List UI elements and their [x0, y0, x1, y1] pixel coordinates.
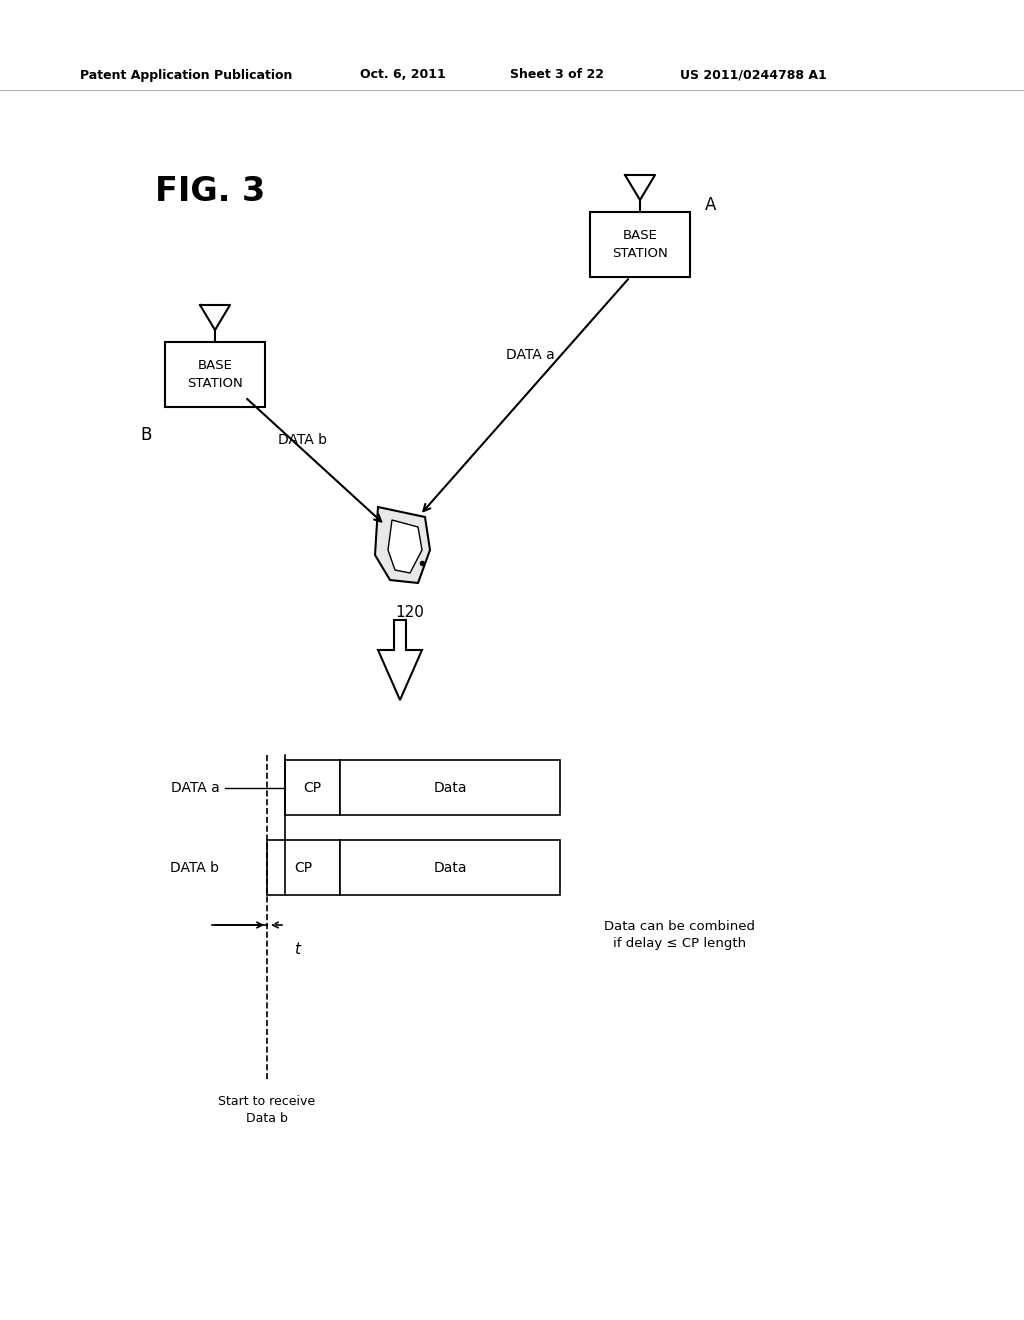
Bar	[267, 840, 340, 895]
Text: Oct. 6, 2011: Oct. 6, 2011	[360, 69, 445, 82]
Text: BASE
STATION: BASE STATION	[187, 359, 243, 389]
Text: DATA b: DATA b	[171, 861, 219, 874]
Bar	[340, 760, 560, 814]
Text: US 2011/0244788 A1: US 2011/0244788 A1	[680, 69, 826, 82]
Bar	[340, 840, 560, 895]
Text: t: t	[294, 942, 300, 957]
Text: CP: CP	[303, 780, 322, 795]
Text: B: B	[140, 426, 152, 444]
Text: Patent Application Publication: Patent Application Publication	[80, 69, 293, 82]
Text: 120: 120	[395, 605, 424, 620]
Text: Data: Data	[433, 780, 467, 795]
Text: Sheet 3 of 22: Sheet 3 of 22	[510, 69, 604, 82]
Text: A: A	[705, 195, 717, 214]
Text: Data can be combined
if delay ≤ CP length: Data can be combined if delay ≤ CP lengt…	[604, 920, 756, 950]
Text: Data: Data	[433, 861, 467, 874]
Bar	[165, 342, 265, 407]
Polygon shape	[388, 520, 422, 573]
Bar	[590, 213, 690, 277]
Text: BASE
STATION: BASE STATION	[612, 228, 668, 260]
Text: Start to receive
Data b: Start to receive Data b	[218, 1096, 315, 1125]
Polygon shape	[375, 507, 430, 583]
Polygon shape	[378, 620, 422, 700]
Text: CP: CP	[295, 861, 312, 874]
Text: DATA b: DATA b	[279, 433, 328, 447]
Text: DATA a: DATA a	[506, 348, 554, 362]
Bar	[285, 760, 340, 814]
Text: FIG. 3: FIG. 3	[155, 176, 265, 209]
Text: DATA a: DATA a	[171, 780, 219, 795]
